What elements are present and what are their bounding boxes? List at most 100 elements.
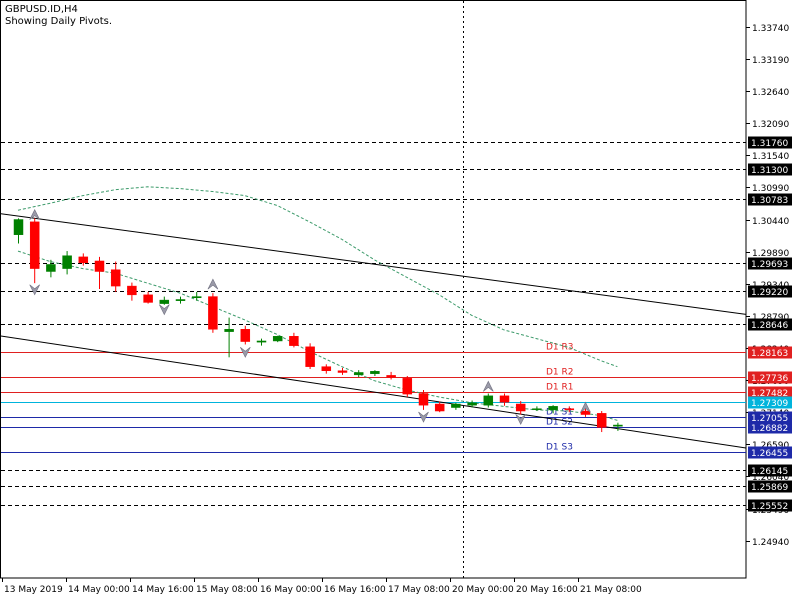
pivot-label: D1 R3 — [546, 343, 574, 353]
trendline-1 — [0, 213, 747, 315]
x-tick-label: 16 May 00:00 — [260, 585, 322, 595]
price-label-box — [748, 464, 792, 477]
pivot-label: D1 S1 — [546, 408, 573, 418]
price-label-text: 1.27736 — [751, 374, 788, 384]
candle-body — [548, 406, 558, 411]
candle-body — [159, 299, 170, 304]
x-tick-label: 14 May 16:00 — [132, 585, 194, 595]
pivot-label: D1 R1 — [546, 383, 574, 393]
candle-body — [418, 393, 429, 406]
candle-body — [29, 221, 40, 269]
price-label-text: 1.28646 — [751, 321, 788, 331]
candle-body — [515, 403, 526, 412]
price-label-text: 1.31760 — [751, 139, 788, 149]
fractal-down-icon — [240, 346, 251, 358]
price-label-text: 1.27482 — [751, 389, 788, 399]
y-tick-label: 1.32090 — [752, 120, 789, 130]
price-label-box — [748, 257, 792, 270]
price-label-text: 1.27055 — [751, 414, 788, 424]
candle-body — [580, 410, 591, 415]
fractal-up-icon — [29, 209, 40, 220]
candle-body — [240, 329, 251, 342]
candle-body — [353, 372, 364, 376]
candle-body — [208, 296, 218, 330]
y-tick-label: 1.26040 — [752, 473, 789, 483]
candle-body — [289, 336, 299, 346]
candle-body — [62, 255, 72, 269]
candle-body — [224, 329, 234, 332]
pivot-label: D1 S3 — [546, 443, 573, 453]
price-label-text: 1.25869 — [751, 483, 788, 493]
price-label-text: 1.30783 — [751, 196, 788, 206]
candle-body — [451, 403, 461, 408]
price-label-box — [748, 285, 792, 298]
pivot-label: D1 S2 — [546, 418, 573, 428]
candle-body — [191, 296, 202, 299]
fractal-down-icon — [29, 284, 40, 296]
price-label-box — [748, 480, 792, 493]
candle-body — [532, 408, 542, 410]
y-tick-label: 1.32640 — [752, 88, 789, 98]
price-label-box — [748, 346, 792, 359]
candle-body — [110, 269, 121, 287]
y-tick-label: 1.33190 — [752, 56, 789, 66]
price-label-box — [748, 163, 792, 176]
candle-body — [272, 336, 283, 342]
indicator-caption: Showing Daily Pivots. — [5, 16, 113, 27]
price-label-text: 1.28163 — [751, 349, 788, 359]
x-tick-label: 21 May 08:00 — [580, 585, 642, 595]
price-label-text: 1.26455 — [751, 449, 788, 459]
candle-body — [46, 264, 56, 272]
price-label-box — [748, 396, 792, 409]
price-label-text: 1.29693 — [751, 260, 788, 270]
candle-body — [94, 260, 105, 272]
price-label-box — [748, 499, 792, 512]
candle-body — [564, 408, 575, 411]
price-label-text: 1.27309 — [751, 399, 788, 409]
y-tick-label: 1.33740 — [752, 24, 789, 34]
y-tick-label: 1.24940 — [752, 538, 789, 548]
fractal-down-icon — [515, 414, 526, 426]
x-tick-label: 16 May 16:00 — [324, 585, 386, 595]
candle-body — [370, 371, 380, 374]
y-tick-label: 1.26590 — [752, 441, 789, 451]
price-label-box — [748, 421, 792, 434]
fractal-up-icon — [580, 401, 591, 413]
price-label-text: 1.26145 — [751, 467, 788, 477]
candle-body — [483, 395, 494, 406]
x-tick-label: 13 May 2019 — [4, 585, 63, 595]
x-tick-label: 15 May 08:00 — [196, 585, 258, 595]
candle-body — [13, 219, 24, 235]
candle-body — [143, 294, 153, 303]
y-tick-label: 1.31540 — [752, 152, 789, 162]
candle-body — [499, 395, 510, 403]
candle-body — [127, 285, 137, 296]
candle-body — [613, 424, 623, 427]
price-label-box — [748, 136, 792, 149]
candle-body — [386, 375, 396, 378]
y-tick-label: 1.30440 — [752, 217, 789, 227]
fractal-down-icon — [159, 304, 170, 316]
candle-body — [467, 402, 477, 406]
price-label-box — [748, 446, 792, 459]
symbol-label: GBPUSD.ID,H4 — [5, 4, 78, 15]
price-label-box — [748, 318, 792, 331]
candle-body — [321, 366, 332, 371]
envelope-lower-line — [17, 250, 618, 421]
candle-body — [434, 403, 445, 412]
x-tick-label: 14 May 00:00 — [68, 585, 130, 595]
fractal-up-icon — [483, 380, 494, 392]
candle-body — [175, 299, 186, 301]
price-label-text: 1.29220 — [751, 288, 788, 298]
candle-body — [78, 256, 89, 263]
fractal-up-icon — [207, 278, 219, 290]
y-tick-label: 1.30990 — [752, 184, 789, 194]
price-label-text: 1.26882 — [751, 424, 788, 434]
x-tick-label: 20 May 16:00 — [516, 585, 578, 595]
price-label-box — [748, 371, 792, 384]
y-tick-label: 1.28790 — [752, 313, 789, 323]
y-tick-label: 1.29890 — [752, 249, 789, 259]
price-label-text: 1.25552 — [751, 502, 788, 512]
